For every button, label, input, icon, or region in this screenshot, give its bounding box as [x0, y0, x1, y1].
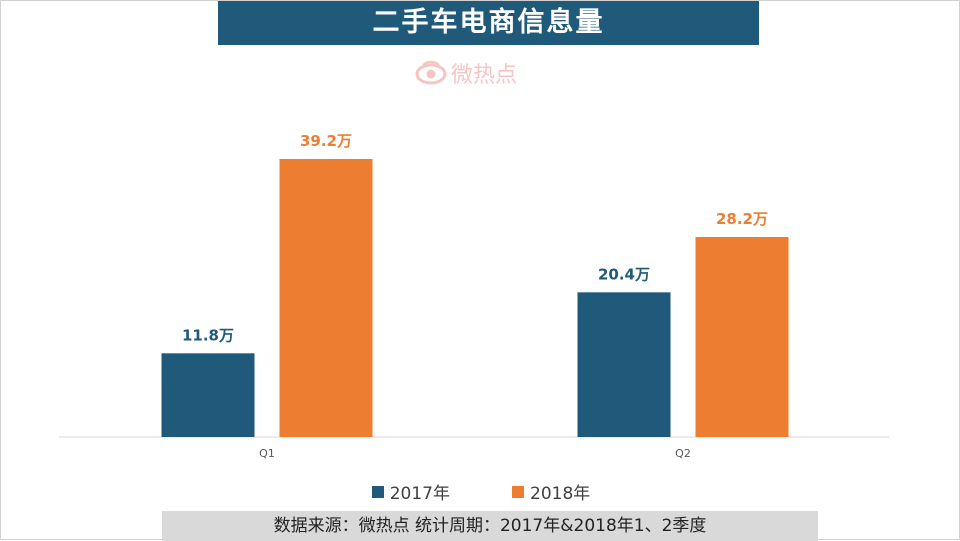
data-label-q1-1: 39.2万 — [300, 132, 352, 150]
bar-q2-1 — [695, 237, 789, 437]
data-label-q1-0: 11.8万 — [182, 326, 234, 344]
data-label-q2-0: 20.4万 — [598, 265, 650, 283]
chart-title: 二手车电商信息量 — [218, 1, 759, 45]
x-tick-label-q2: Q2 — [675, 447, 691, 460]
legend: 2017年 2018年 — [1, 479, 960, 504]
source-note: 数据来源：微热点 统计周期：2017年&2018年1、2季度 — [162, 511, 818, 541]
x-tick-label-q1: Q1 — [259, 447, 275, 460]
bar-chart: 11.8万 39.2万 Q1 20.4万 28.2万 Q2 — [59, 132, 889, 460]
legend-item-2018: 2018年 — [512, 479, 590, 504]
legend-swatch-2017 — [371, 485, 384, 498]
weibo-eye-icon — [415, 60, 447, 85]
legend-label-2018: 2018年 — [530, 484, 591, 504]
watermark: 微热点 — [415, 55, 517, 91]
legend-label-2017: 2017年 — [389, 484, 450, 504]
bar-q2-0 — [577, 292, 671, 437]
bar-q1-0 — [161, 353, 255, 437]
data-label-q2-1: 28.2万 — [716, 210, 768, 228]
legend-swatch-2018 — [512, 485, 524, 498]
bar-q1-1 — [279, 159, 373, 437]
legend-item-2017: 2017年 — [371, 479, 450, 504]
watermark-text: 微热点 — [451, 63, 518, 88]
